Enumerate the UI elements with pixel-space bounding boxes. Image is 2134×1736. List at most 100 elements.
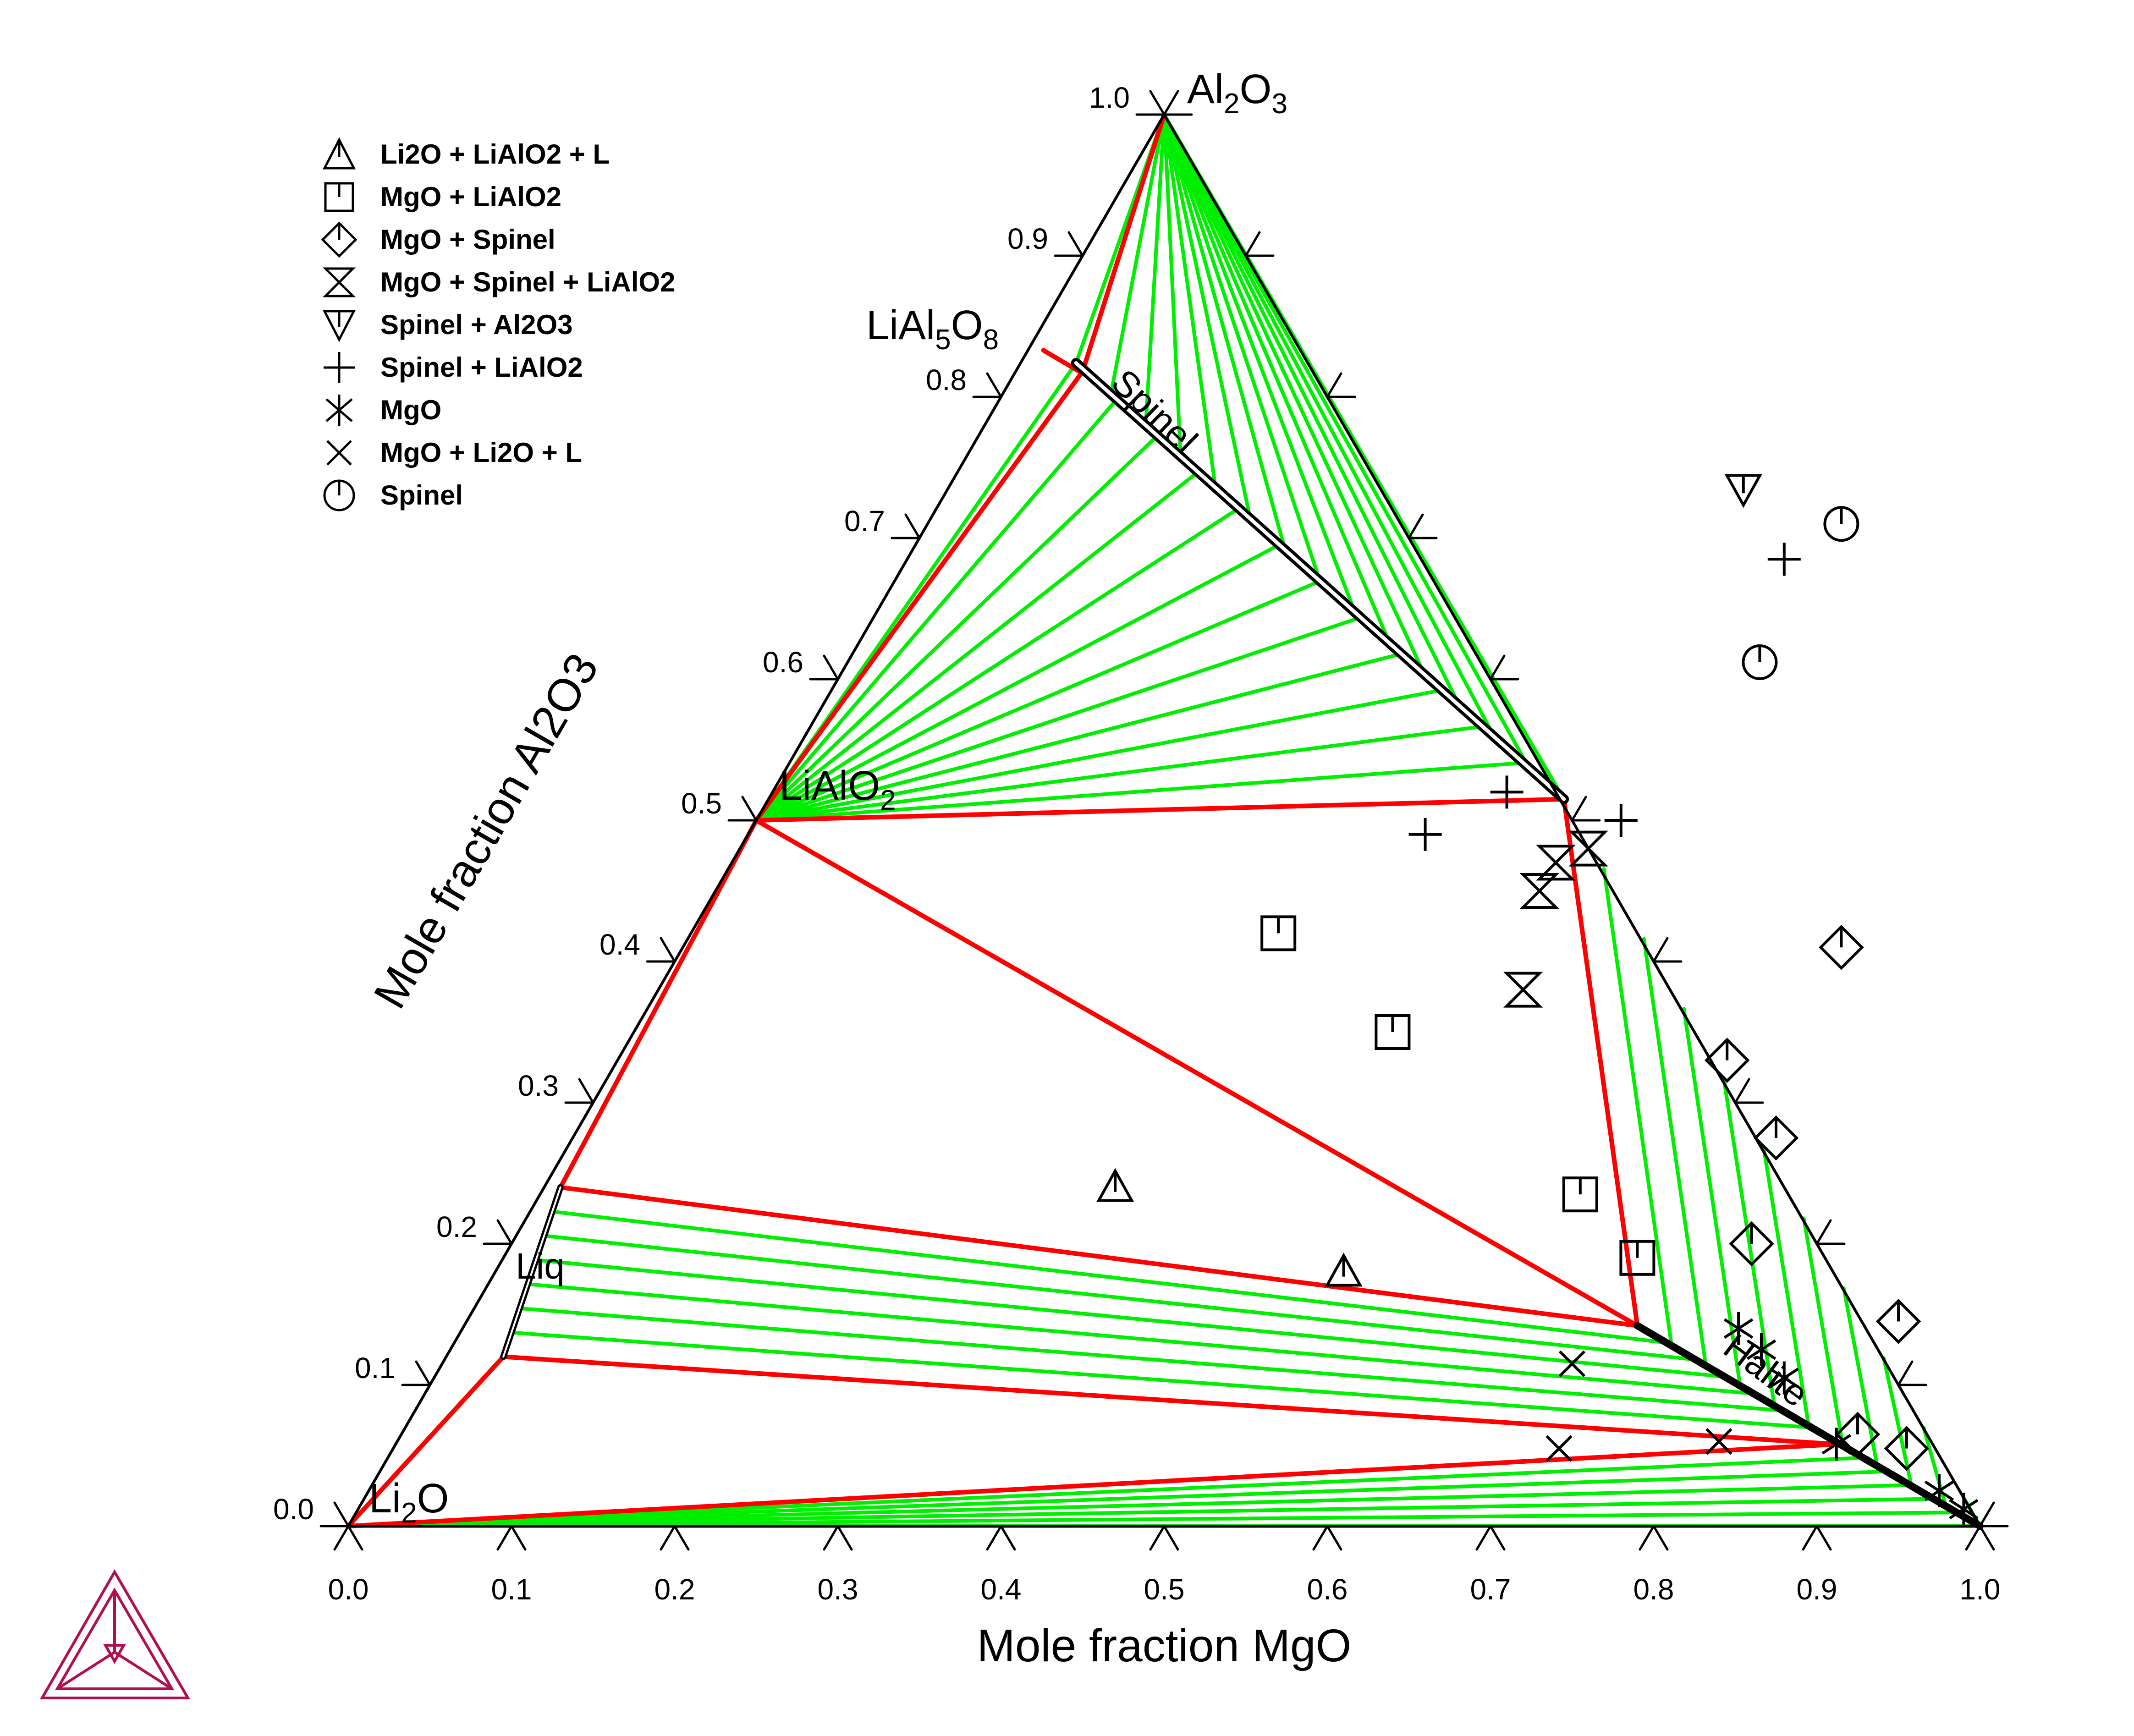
tie-line	[1162, 113, 1322, 583]
phase-boundary	[1041, 348, 1082, 374]
plus-marker	[1767, 543, 1801, 576]
diamond-icon	[321, 221, 358, 258]
legend: Li2O + LiAlO2 + L MgO + LiAlO2 MgO + Spi…	[321, 133, 675, 516]
tie-line	[754, 688, 1444, 822]
tie-line	[346, 1469, 1886, 1528]
diamond-marker	[1835, 1412, 1881, 1457]
hourglass-marker-part	[1568, 830, 1608, 867]
legend-item: MgO + LiAlO2	[321, 176, 675, 218]
spinel-phase-line-core	[1074, 361, 1566, 801]
bottom-tick-label: 0.4	[981, 1573, 1022, 1606]
left-tick	[660, 937, 676, 963]
triangle-down-marker	[1724, 474, 1762, 508]
cross-marker-part	[1705, 1428, 1732, 1455]
tie-line	[346, 1483, 1910, 1528]
liAlO2-label: LiAlO2	[779, 763, 896, 816]
phase-boundaries	[346, 112, 1839, 1528]
legend-item: MgO + Li2O + L	[321, 431, 675, 474]
tie-line	[1162, 113, 1357, 614]
bottom-tick	[1326, 1525, 1342, 1551]
asterisk-marker-part	[1949, 1499, 1979, 1520]
tie-line	[754, 579, 1322, 822]
tie-line	[510, 1330, 1810, 1429]
asterisk-marker-part	[1723, 1318, 1754, 1339]
legend-label: MgO	[380, 395, 442, 425]
hourglass-marker	[1536, 845, 1576, 881]
bottom-tick	[1979, 1525, 1995, 1551]
asterisk-marker-part	[1746, 1339, 1776, 1360]
tie-line	[1162, 113, 1462, 708]
hourglass-marker-part	[1536, 845, 1576, 881]
phase-boundary	[558, 818, 759, 1190]
legend-item: Spinel + Al2O3	[321, 303, 675, 346]
phase-boundary	[346, 1354, 506, 1528]
right-tick	[1734, 1078, 1750, 1104]
legend-item: Spinel	[321, 474, 675, 516]
tie-line	[1602, 867, 1674, 1348]
left-tick-label: 0.0	[273, 1493, 314, 1526]
bottom-tick	[823, 1525, 839, 1551]
halite-phase-line	[1634, 1322, 1984, 1530]
legend-label: MgO + Spinel	[380, 224, 556, 255]
diamond-marker-part	[1835, 1412, 1881, 1457]
phase-boundary	[558, 1185, 1640, 1328]
tie-line	[1162, 113, 1496, 739]
bottom-tick	[660, 1525, 676, 1551]
cross-marker-part	[1546, 1435, 1573, 1462]
hourglass-marker-part	[1503, 972, 1543, 1008]
data-markers	[1096, 474, 1979, 1526]
phase-boundary	[1080, 112, 1166, 374]
square-marker	[1562, 1176, 1598, 1213]
diamond-marker-part	[1704, 1038, 1750, 1083]
tie-line	[754, 470, 1200, 822]
y-axis-title: Mole fraction Al2O3	[364, 645, 608, 1017]
diamond-marker-part	[1753, 1115, 1799, 1161]
tie-line	[754, 725, 1485, 822]
tie-line	[346, 1511, 1958, 1528]
asterisk-icon	[325, 394, 353, 426]
plus-marker	[1490, 775, 1524, 809]
bottom-tick	[1475, 1525, 1492, 1551]
bottom-tick	[1000, 1525, 1016, 1551]
tie-line	[754, 434, 1160, 822]
x-axis-title: Mole fraction MgO	[977, 1620, 1352, 1671]
bottom-tick	[1802, 1525, 1818, 1551]
tie-line	[754, 615, 1363, 822]
tie-line	[1162, 113, 1531, 770]
circle-marker	[1742, 644, 1778, 681]
right-tick	[1652, 937, 1669, 963]
tie-line	[754, 543, 1282, 822]
bottom-tick	[1639, 1525, 1655, 1551]
circle-marker	[1823, 506, 1859, 542]
tie-line	[1162, 113, 1392, 645]
liquid-phase-line-core	[502, 1186, 561, 1358]
asterisk-marker	[1924, 1474, 1954, 1507]
single-phase-lines	[500, 358, 1984, 1530]
legend-item: Li2O + LiAlO2 + L	[321, 133, 675, 176]
left-tick	[904, 513, 921, 539]
left-tick-label: 0.4	[600, 928, 640, 961]
bottom-tick	[347, 1525, 363, 1551]
left-tick	[823, 654, 839, 681]
bottom-tick	[1652, 1525, 1669, 1551]
phase-boundary	[754, 818, 1640, 1328]
diamond-marker	[1819, 924, 1864, 970]
legend-label: Spinel + Al2O3	[380, 309, 573, 340]
triangle-down-icon	[322, 310, 356, 342]
triangle-up-icon	[322, 137, 356, 169]
spinel-label: Spinel	[1104, 361, 1205, 461]
tie-line	[754, 761, 1525, 822]
left-tick	[415, 1360, 431, 1386]
bottom-left-corner-label: Li2O	[369, 1476, 449, 1529]
tie-line	[517, 1306, 1782, 1412]
tie-line	[346, 1456, 1862, 1528]
tie-line	[754, 506, 1241, 822]
bottom-tick	[1163, 1525, 1179, 1551]
right-tick	[1244, 231, 1261, 257]
asterisk-marker	[1949, 1493, 1979, 1526]
legend-label: Spinel + LiAlO2	[380, 352, 583, 383]
phase-boundary	[754, 369, 1085, 823]
left-tick-label: 0.7	[844, 505, 885, 538]
tie-line	[1162, 113, 1427, 676]
legend-label: MgO + Spinel + LiAlO2	[380, 267, 676, 297]
